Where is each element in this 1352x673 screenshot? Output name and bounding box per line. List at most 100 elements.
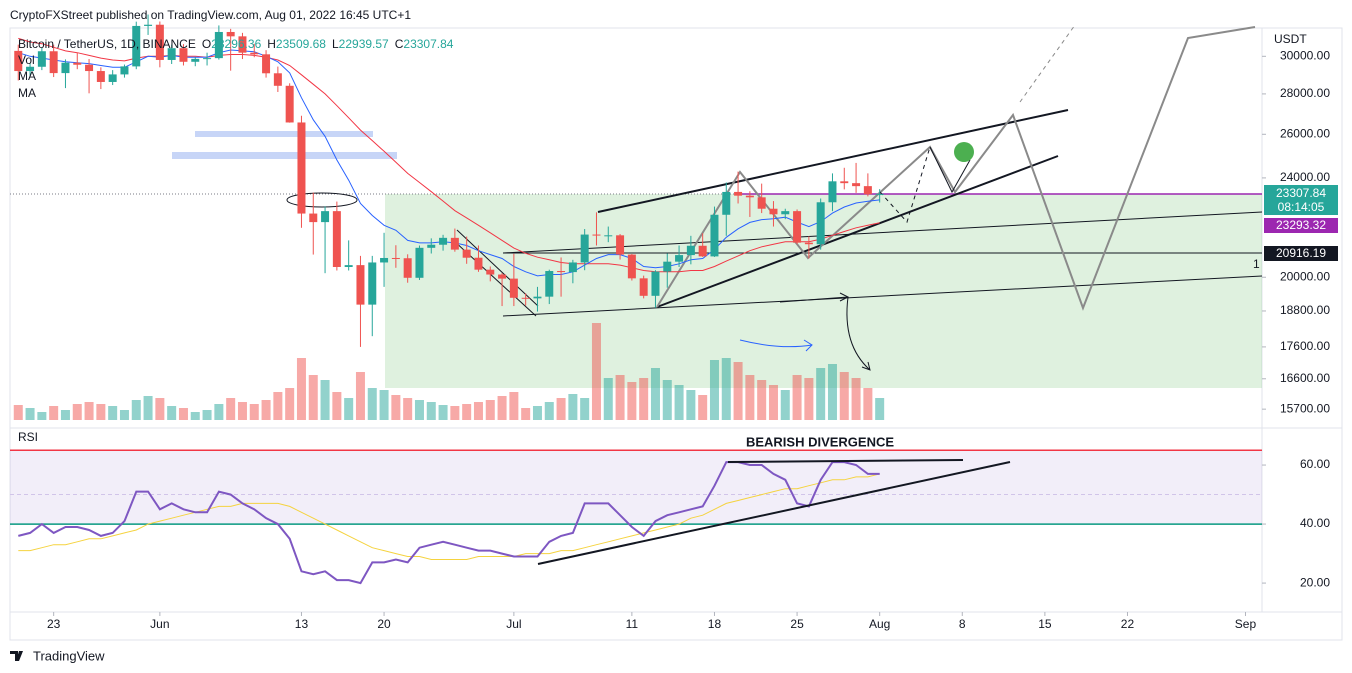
volume-bar <box>698 395 708 420</box>
volume-bar <box>367 388 377 420</box>
volume-bar <box>414 400 424 420</box>
currency-label: USDT <box>1274 32 1307 46</box>
volume-bar <box>308 375 318 420</box>
indicator-label: Vol <box>18 53 35 67</box>
volume-bar <box>25 408 35 420</box>
trendline <box>456 229 539 307</box>
candle-body <box>37 51 46 67</box>
volume-bar <box>332 392 342 420</box>
candle-body <box>108 74 117 82</box>
volume-bar <box>768 385 778 420</box>
volume-bar <box>344 398 354 420</box>
volume-bar <box>509 392 519 420</box>
candle-body <box>391 257 400 259</box>
y-tick-label: 15700.00 <box>1280 401 1330 415</box>
x-tick-label: Aug <box>869 617 890 631</box>
trendline <box>727 459 964 463</box>
rsi-y-tick-label: 40.00 <box>1300 516 1330 530</box>
volume-bar <box>96 404 106 420</box>
volume-bar <box>827 364 837 420</box>
candle-body <box>616 235 625 255</box>
rsi-band <box>10 450 1262 525</box>
trendline <box>537 461 1011 565</box>
volume-bar <box>473 402 483 420</box>
volume-bar <box>580 398 590 420</box>
x-tick-label: 20 <box>377 617 391 631</box>
y-tick-label: 24000.00 <box>1280 170 1330 184</box>
candle-body <box>273 73 282 86</box>
volume-bar <box>875 398 885 420</box>
trendline <box>656 155 1059 308</box>
x-tick-label: 8 <box>959 617 966 631</box>
candle-body <box>675 255 684 262</box>
candle-body <box>875 193 884 195</box>
volume-bar <box>202 410 212 420</box>
last-price-box <box>1264 185 1338 215</box>
volume-bar <box>72 404 82 420</box>
x-tick-label: 25 <box>790 617 804 631</box>
candle-body <box>415 247 424 278</box>
candle-body <box>155 24 164 60</box>
last-price-label: 23307.84 <box>1276 186 1326 200</box>
candle-body <box>651 271 660 296</box>
x-tick-label: 18 <box>708 617 722 631</box>
volume-bar <box>556 398 566 420</box>
volume-bar <box>249 404 259 420</box>
rsi-label: RSI <box>18 430 38 444</box>
volume-bar <box>615 375 625 420</box>
volume-bar <box>839 372 849 420</box>
level-label: 23293.32 <box>1276 218 1326 232</box>
candle-body <box>498 274 507 279</box>
volume-bar <box>709 360 719 420</box>
candle-body <box>568 262 577 273</box>
x-tick-label: 11 <box>626 617 639 631</box>
candle-body <box>686 245 695 256</box>
candle-body <box>179 48 188 62</box>
candle-body <box>214 31 223 59</box>
candle-body <box>297 122 306 214</box>
volume-bar <box>639 378 649 420</box>
x-tick-label: 15 <box>1038 617 1052 631</box>
publisher-line: CryptoFXStreet published on TradingView.… <box>10 8 411 22</box>
x-tick-label: 13 <box>295 617 309 631</box>
y-tick-label: 18800.00 <box>1280 303 1330 317</box>
candle-body <box>26 66 35 72</box>
volume-bar <box>627 382 637 420</box>
candle-body <box>852 183 861 187</box>
candle-body <box>49 51 58 74</box>
volume-bar <box>497 396 507 420</box>
candle-body <box>745 195 754 198</box>
candle-body <box>96 71 105 82</box>
volume-bar <box>49 406 59 420</box>
volume-bar <box>426 402 436 420</box>
candle-body <box>226 31 235 37</box>
candle-body <box>120 66 129 75</box>
footer-brand: TradingView <box>33 648 105 663</box>
candle-body <box>545 271 554 297</box>
candle-body <box>321 211 330 223</box>
candle-body <box>486 269 495 275</box>
candle-body <box>285 85 294 123</box>
ohlc-value: 23296.36 <box>211 37 261 51</box>
legend: Bitcoin / TetherUS, 1D, BINANCE O23296.36… <box>18 37 454 51</box>
volume-bar <box>320 380 330 420</box>
countdown-label: 08:14:05 <box>1278 200 1325 214</box>
volume-bar <box>804 378 814 420</box>
candle-body <box>804 242 813 245</box>
volume-bar <box>226 398 236 420</box>
y-tick-label: 30000.00 <box>1280 48 1330 62</box>
volume-bar <box>438 405 448 420</box>
volume-bar <box>450 406 460 420</box>
volume-bar <box>355 372 365 420</box>
volume-bar <box>214 404 224 420</box>
candle-body <box>403 258 412 278</box>
ohlc-key: H <box>267 37 276 51</box>
volume-bar <box>863 388 873 420</box>
volume-bar <box>237 402 247 420</box>
candle-body <box>191 58 200 62</box>
volume-bar <box>285 388 295 420</box>
candle-body <box>85 64 94 72</box>
volume-bar <box>108 406 118 420</box>
candle-body <box>14 50 23 72</box>
